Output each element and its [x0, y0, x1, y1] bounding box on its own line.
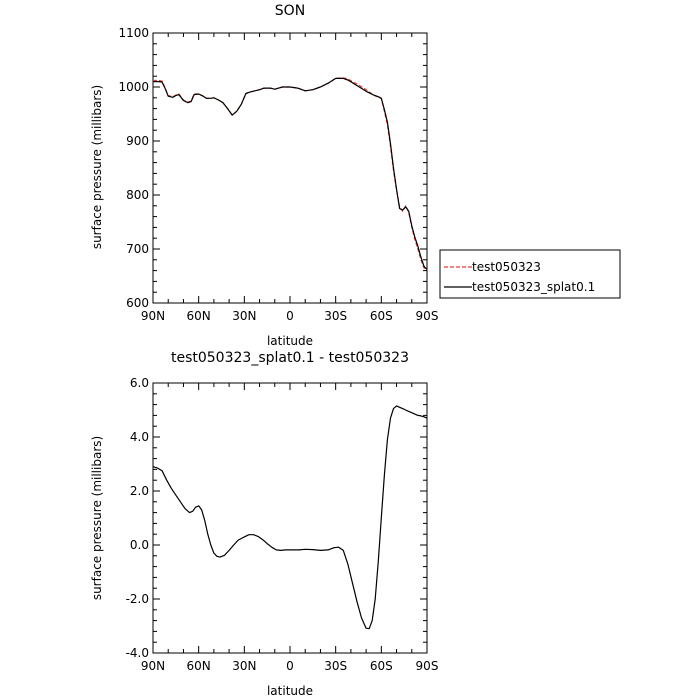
bottom-x-tick-label: 90N: [141, 659, 165, 673]
top-axes: 600 700 800 900 1000 1100 90N 60N 30N 0 30S 60S 90S: [118, 26, 438, 323]
bottom-x-tick-label: 60S: [370, 659, 393, 673]
bottom-y-tick-label: 6.0: [130, 376, 149, 390]
bottom-axes: -4.0 -2.0 0.0 2.0 4.0 6.0 90N 60N 30N 0 30S 60S 90S: [126, 376, 439, 673]
bottom-x-tick-label: 90S: [416, 659, 439, 673]
top-series: [153, 77, 428, 271]
legend-box: [439, 249, 621, 299]
top-y-tick-label: 800: [126, 188, 149, 202]
top-y-tick-label: 1000: [118, 80, 149, 94]
bottom-y-tick-label: -2.0: [126, 592, 149, 606]
bottom-y-tick-label: -4.0: [126, 646, 149, 660]
legend-label-series-1: test050323: [472, 260, 541, 274]
legend-label-series-2: test050323_splat0.1: [472, 280, 595, 294]
chart-top: SON 600 700 800 900 1000 1100 90N 60N 30N 0 30S 60S…: [90, 3, 621, 348]
top-x-tick-label: 90N: [141, 309, 165, 323]
bottom-y-tick-label: 4.0: [130, 430, 149, 444]
top-x-tick-label: 0: [286, 309, 294, 323]
top-x-tick-label: 30S: [324, 309, 347, 323]
chart-bottom: test050323_splat0.1 - test050323 -4.0 -2.…: [90, 350, 438, 698]
top-series-line-2: [153, 77, 428, 270]
legend: test050323 test050323_splat0.1: [439, 249, 621, 299]
top-x-tick-label: 60N: [187, 309, 211, 323]
bottom-x-tick-label: 30S: [324, 659, 347, 673]
bottom-series-line-1: [152, 405, 428, 630]
bottom-series: [152, 405, 428, 630]
top-plot-frame: [152, 32, 428, 304]
top-y-tick-label: 600: [126, 296, 149, 310]
top-chart-title: SON: [275, 3, 305, 19]
top-y-tick-label: 700: [126, 242, 149, 256]
bottom-y-axis-label: surface pressure (millibars): [90, 436, 104, 600]
top-y-axis-label: surface pressure (millibars): [90, 85, 104, 249]
top-y-tick-label: 1100: [118, 26, 149, 40]
bottom-y-tick-label: 0.0: [130, 538, 149, 552]
bottom-plot-frame: [152, 382, 428, 654]
bottom-y-tick-label: 2.0: [130, 484, 149, 498]
bottom-x-tick-label: 30N: [232, 659, 256, 673]
bottom-x-tick-label: 0: [286, 659, 294, 673]
top-x-axis-label: latitude: [267, 334, 313, 348]
top-x-tick-label: 90S: [416, 309, 439, 323]
top-x-tick-label: 60S: [370, 309, 393, 323]
top-series-line-1: [153, 77, 428, 271]
top-y-tick-label: 900: [126, 134, 149, 148]
bottom-x-tick-label: 60N: [187, 659, 211, 673]
top-x-tick-label: 30N: [232, 309, 256, 323]
bottom-x-axis-label: latitude: [267, 684, 313, 698]
bottom-chart-title: test050323_splat0.1 - test050323: [171, 350, 409, 366]
